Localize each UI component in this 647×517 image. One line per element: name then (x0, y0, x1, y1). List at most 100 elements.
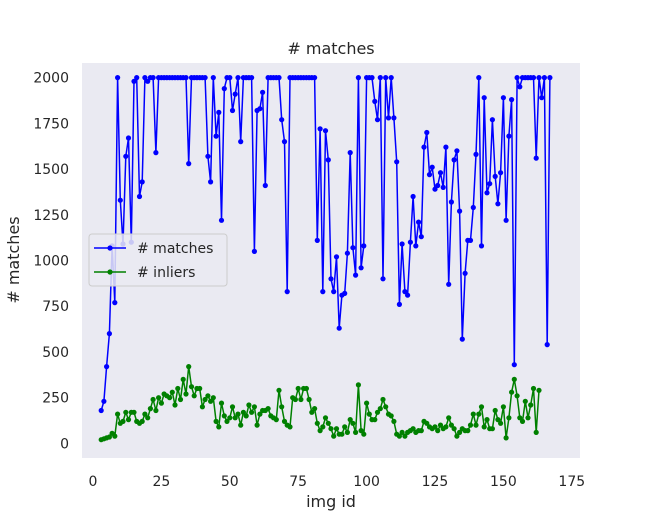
data-point-inliers (306, 396, 312, 403)
data-point-inliers (476, 411, 482, 417)
y-tick-label: 0 (60, 436, 69, 452)
data-point-matches (451, 157, 457, 163)
data-point-matches (150, 75, 156, 81)
y-tick-label: 750 (42, 299, 69, 315)
data-point-matches (426, 172, 433, 178)
data-point-inliers (177, 396, 184, 403)
data-point-matches (279, 117, 285, 123)
data-point-inliers (533, 429, 539, 435)
data-point-matches (405, 292, 411, 298)
data-point-inliers (465, 428, 471, 434)
data-point-matches (517, 84, 523, 90)
data-point-inliers (342, 424, 348, 430)
x-axis-label: img id (306, 492, 356, 511)
data-point-matches (377, 75, 383, 81)
data-point-inliers (147, 406, 153, 412)
data-point-matches (238, 139, 244, 145)
data-point-matches (312, 75, 318, 81)
data-point-inliers (328, 426, 334, 432)
data-point-inliers (514, 393, 520, 399)
data-point-matches (355, 75, 361, 81)
data-point-inliers (366, 411, 372, 417)
data-point-inliers (279, 404, 285, 410)
data-point-matches (328, 276, 334, 282)
data-point-matches (498, 170, 504, 176)
data-point-inliers (172, 402, 178, 408)
data-point-inliers (536, 387, 542, 393)
data-point-matches (533, 155, 539, 161)
data-point-matches (484, 190, 490, 196)
data-point-inliers (224, 418, 230, 424)
x-tick-label: 25 (152, 474, 170, 490)
data-point-matches (372, 98, 378, 104)
data-point-matches (101, 398, 107, 404)
data-point-matches (208, 179, 214, 185)
legend-label-inliers: # inliers (137, 265, 195, 281)
data-point-inliers (205, 393, 211, 399)
x-tick-label: 150 (490, 474, 517, 490)
data-point-matches (385, 115, 392, 121)
data-point-inliers (125, 417, 132, 423)
data-point-matches (115, 75, 121, 81)
data-point-inliers (115, 411, 121, 417)
data-point-inliers (188, 384, 195, 390)
data-point-matches (320, 289, 326, 295)
data-point-matches (470, 204, 476, 211)
data-point-matches (325, 157, 331, 163)
x-tick-label: 0 (88, 474, 97, 490)
data-point-matches (500, 95, 506, 101)
data-point-inliers (435, 428, 441, 434)
data-point-inliers (511, 376, 517, 382)
data-point-matches (333, 254, 340, 260)
data-point-inliers (454, 433, 460, 439)
legend-marker-matches (107, 245, 113, 251)
data-point-matches (435, 182, 441, 189)
data-point-inliers (492, 407, 498, 414)
data-point-matches (353, 272, 359, 278)
data-point-inliers (498, 420, 504, 426)
data-point-matches (369, 75, 375, 81)
data-point-inliers (522, 398, 528, 404)
data-point-matches (462, 270, 468, 276)
data-point-matches (322, 128, 329, 134)
data-point-inliers (418, 428, 424, 434)
data-point-inliers (153, 407, 159, 414)
data-point-matches (257, 106, 263, 112)
data-point-inliers (221, 413, 227, 419)
data-point-inliers (361, 431, 367, 437)
legend-box (88, 233, 228, 287)
data-point-inliers (210, 395, 216, 401)
data-point-matches (142, 75, 148, 81)
data-point-inliers (317, 428, 323, 434)
data-point-matches (402, 289, 408, 295)
data-point-inliers (292, 396, 298, 403)
data-point-inliers (235, 411, 241, 417)
data-point-inliers (448, 422, 454, 428)
data-point-matches (391, 115, 397, 121)
data-point-inliers (232, 415, 238, 421)
data-point-matches (432, 186, 438, 192)
data-point-inliers (446, 415, 452, 421)
data-point-inliers (314, 420, 320, 426)
data-point-inliers (432, 424, 438, 430)
data-point-matches (235, 75, 241, 81)
data-point-inliers (238, 422, 244, 428)
data-point-inliers (158, 400, 164, 406)
data-point-inliers (186, 364, 192, 370)
data-point-matches (117, 197, 123, 203)
data-point-matches (276, 75, 282, 81)
data-point-inliers (303, 385, 309, 392)
data-point-matches (467, 237, 474, 243)
data-point-matches (437, 170, 444, 176)
data-point-inliers (503, 435, 509, 441)
data-point-matches (104, 364, 110, 370)
data-point-inliers (249, 409, 255, 415)
data-point-inliers (167, 395, 173, 401)
y-tick-label: 2000 (33, 71, 69, 87)
data-point-inliers (506, 415, 512, 421)
data-point-inliers (216, 424, 222, 430)
data-point-inliers (333, 426, 340, 432)
data-point-inliers (251, 404, 257, 410)
data-point-matches (139, 179, 145, 185)
